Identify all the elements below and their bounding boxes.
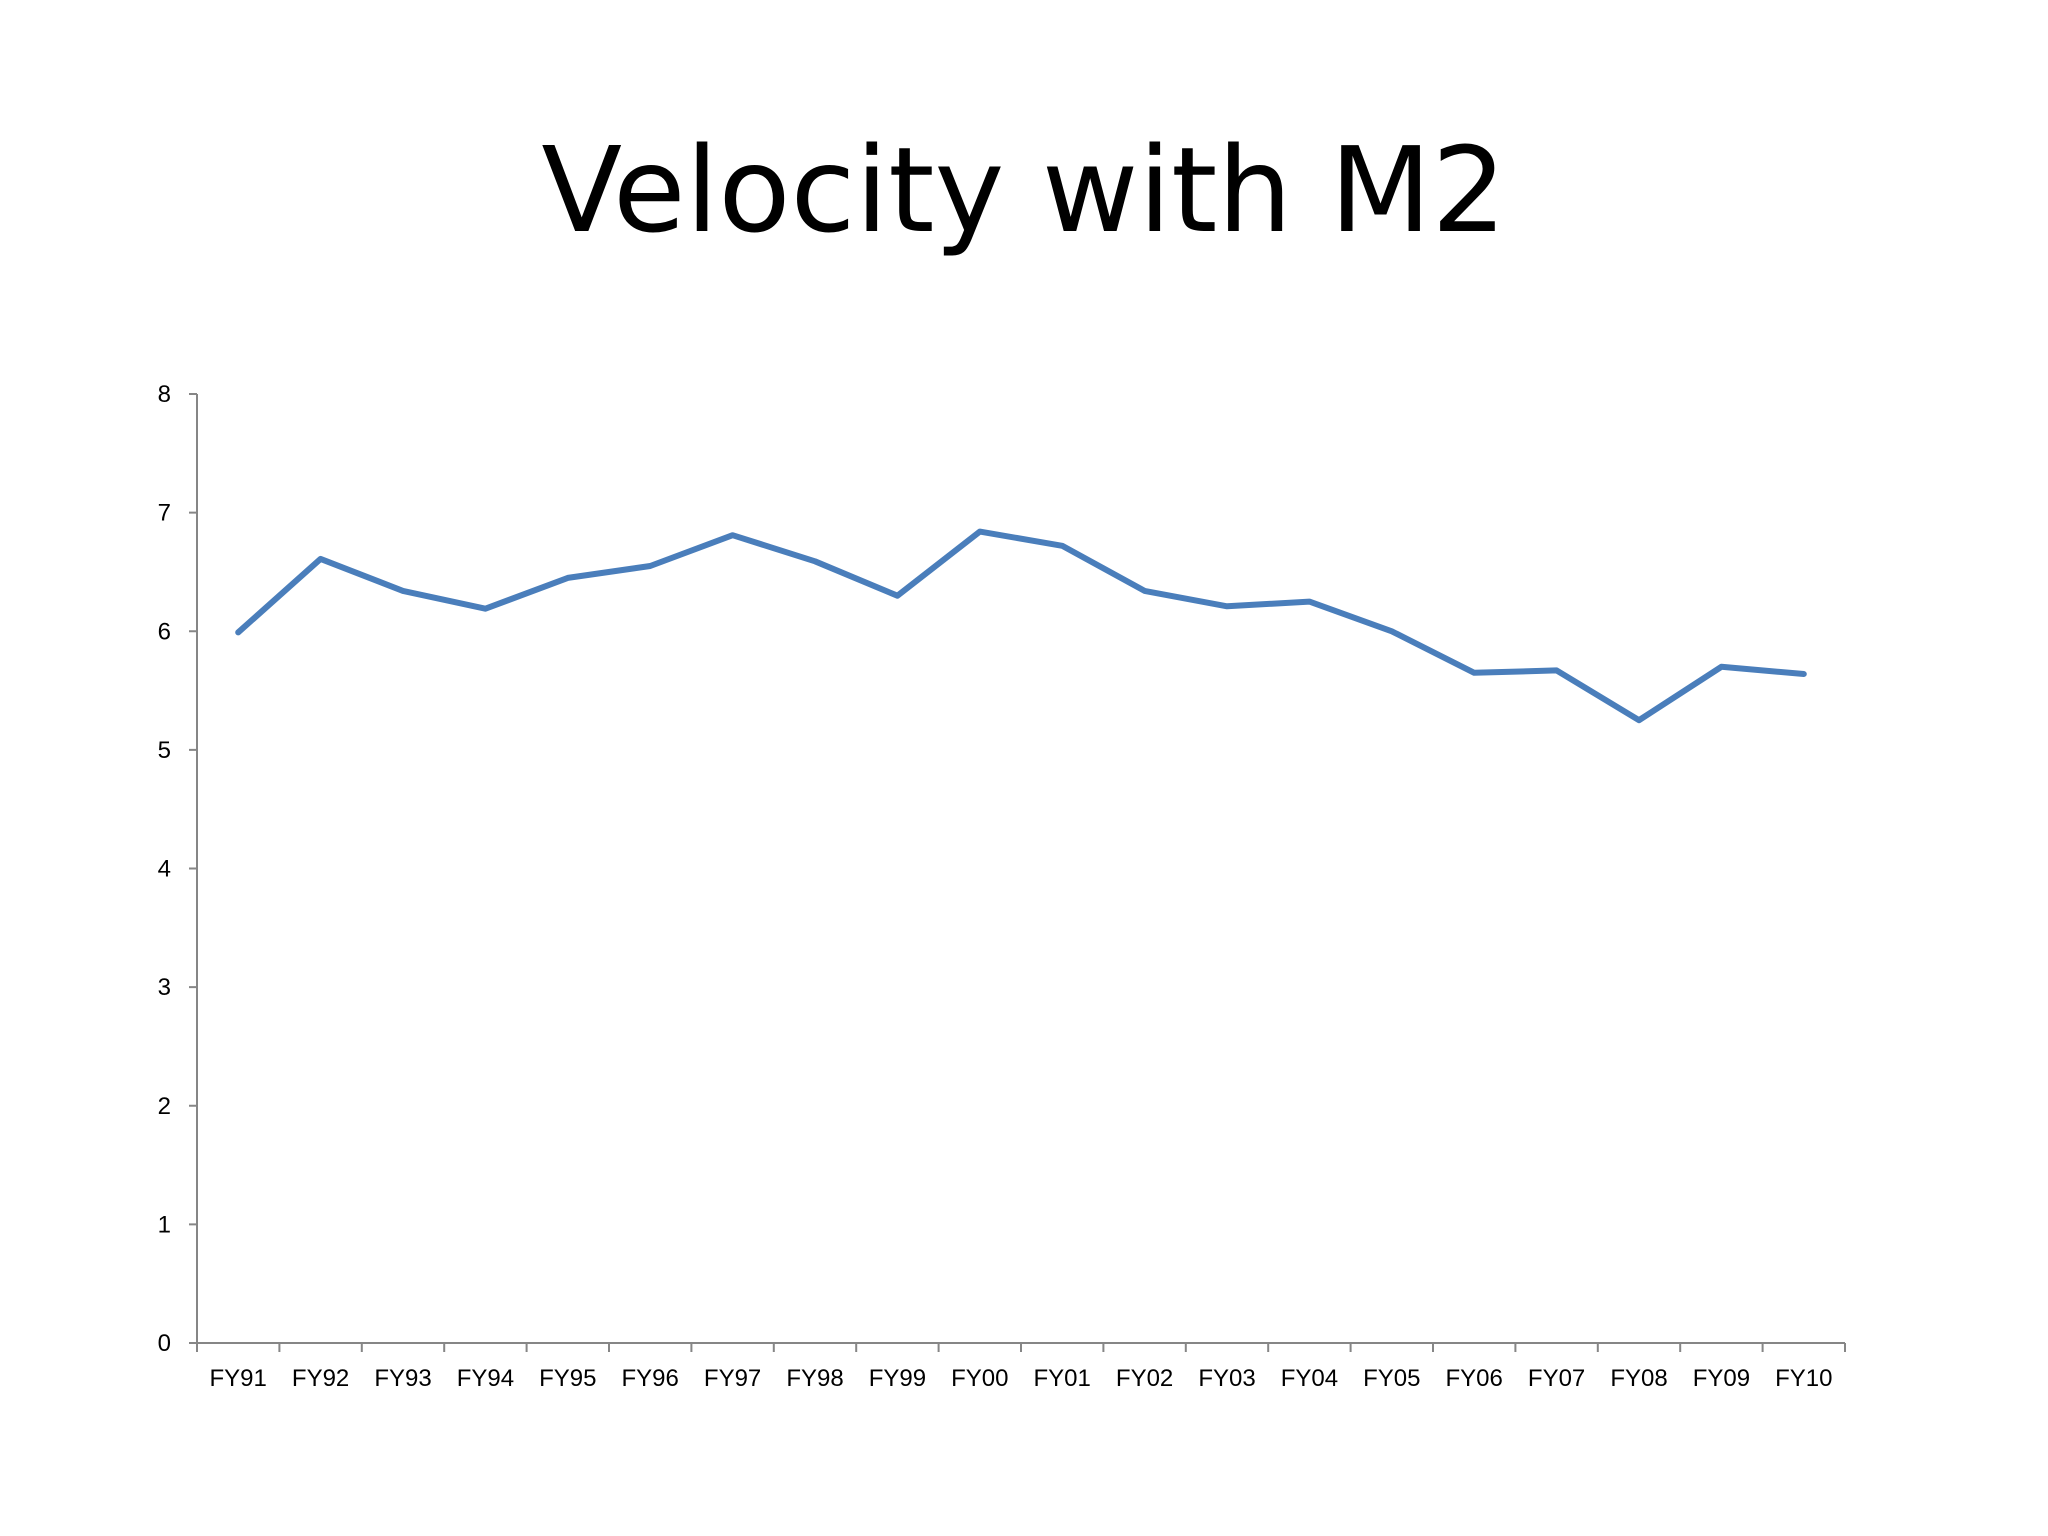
y-tick-label: 4 bbox=[158, 856, 171, 883]
x-tick-label: FY04 bbox=[1281, 1365, 1338, 1392]
x-tick-label: FY05 bbox=[1363, 1365, 1420, 1392]
y-axis: 0 1 2 3 4 5 6 7 8 bbox=[158, 381, 198, 1357]
y-tick-label: 1 bbox=[158, 1211, 171, 1238]
y-tick-label: 0 bbox=[158, 1330, 171, 1357]
x-tick-label: FY07 bbox=[1528, 1365, 1585, 1392]
x-tick-label: FY93 bbox=[374, 1365, 431, 1392]
x-tick-label: FY06 bbox=[1446, 1365, 1503, 1392]
x-tick-label: FY99 bbox=[869, 1365, 926, 1392]
x-tick-label: FY98 bbox=[786, 1365, 843, 1392]
x-tick-label: FY03 bbox=[1198, 1365, 1255, 1392]
x-tick-label: FY10 bbox=[1775, 1365, 1832, 1392]
x-tick-label: FY92 bbox=[292, 1365, 349, 1392]
x-tick-label: FY96 bbox=[622, 1365, 679, 1392]
x-tick-label: FY01 bbox=[1034, 1365, 1091, 1392]
x-axis: FY91 FY92 FY93 FY94 FY95 FY96 FY97 FY98 FY99 FY00… bbox=[196, 1342, 1846, 1392]
y-tick-label: 8 bbox=[158, 381, 171, 408]
x-tick-label: FY09 bbox=[1693, 1365, 1750, 1392]
x-tick-label: FY97 bbox=[704, 1365, 761, 1392]
series-line bbox=[235, 528, 1807, 724]
x-tick-label: FY91 bbox=[210, 1365, 267, 1392]
x-tick-label: FY95 bbox=[539, 1365, 596, 1392]
series-layer bbox=[235, 528, 1807, 724]
x-tick-label: FY02 bbox=[1116, 1365, 1173, 1392]
x-tick-label: FY00 bbox=[951, 1365, 1008, 1392]
y-tick-label: 6 bbox=[158, 618, 171, 645]
x-tick-label: FY94 bbox=[457, 1365, 514, 1392]
x-tick-label: FY08 bbox=[1610, 1365, 1667, 1392]
y-tick-label: 5 bbox=[158, 737, 171, 764]
slide-title: Velocity with M2 bbox=[541, 121, 1507, 259]
y-tick-label: 7 bbox=[158, 500, 171, 527]
y-tick-label: 3 bbox=[158, 974, 171, 1001]
y-tick-label: 2 bbox=[158, 1093, 171, 1120]
